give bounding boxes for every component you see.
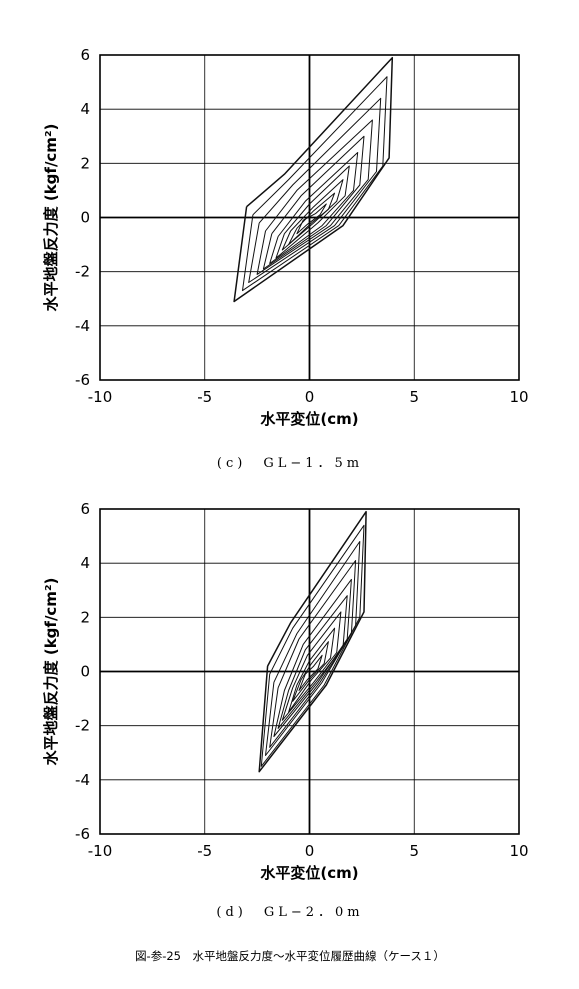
x-tick-label: -5 bbox=[197, 388, 212, 406]
chart-panel-c: 6 4 2 0 -2 -4 -6-10 -5 0 5 10 水平変位(cm) 水平地盤反力度 (kgf/… bbox=[42, 46, 529, 471]
hysteresis-loop-5 bbox=[269, 152, 359, 264]
x-axis-title: 水平変位(cm) bbox=[260, 410, 358, 428]
figure-caption: 図-参-25 水平地盤反力度～水平変位履歴曲線（ケース１） bbox=[135, 949, 445, 963]
hysteresis-loop-1 bbox=[296, 203, 327, 235]
hysteresis-loop-10 bbox=[258, 510, 367, 773]
x-tick-label: 10 bbox=[509, 388, 528, 406]
y-tick-label: -6 bbox=[75, 371, 90, 389]
hysteresis-loop-8 bbox=[248, 97, 382, 283]
hysteresis-loop-2 bbox=[292, 641, 329, 702]
hysteresis-loop-1 bbox=[298, 654, 323, 691]
y-tick-label: -6 bbox=[75, 825, 90, 843]
x-tick-label: 10 bbox=[509, 842, 528, 860]
hysteresis-loop-7 bbox=[256, 119, 373, 275]
y-tick-label: -4 bbox=[75, 771, 90, 789]
x-tick-label: -5 bbox=[197, 842, 212, 860]
y-tick-label: 2 bbox=[80, 608, 90, 626]
y-tick-label: 0 bbox=[80, 209, 90, 227]
x-tick-label: -10 bbox=[88, 388, 113, 406]
x-tick-label: 5 bbox=[409, 388, 419, 406]
y-tick-label: 0 bbox=[80, 663, 90, 681]
y-tick-label: -2 bbox=[75, 263, 90, 281]
y-tick-label: 6 bbox=[80, 500, 90, 518]
y-tick-label: 4 bbox=[80, 554, 90, 572]
y-axis-title: 水平地盤反力度 (kgf/cm²) bbox=[42, 124, 60, 312]
x-axis-title: 水平変位(cm) bbox=[260, 864, 358, 882]
panel-caption: (c) GL−1．5m bbox=[217, 456, 363, 471]
y-tick-label: 6 bbox=[80, 46, 90, 64]
x-tick-label: 0 bbox=[305, 842, 315, 860]
y-tick-label: -2 bbox=[75, 717, 90, 735]
y-tick-label: -4 bbox=[75, 317, 90, 335]
y-axis-title: 水平地盤反力度 (kgf/cm²) bbox=[42, 578, 60, 766]
hysteresis-loop-4 bbox=[275, 165, 350, 259]
chart-panel-d: 6 4 2 0 -2 -4 -6-10 -5 0 5 10 水平変位(cm) 水平地盤反力度 (kgf/… bbox=[42, 500, 529, 920]
y-tick-label: 4 bbox=[80, 100, 90, 118]
y-tick-label: 2 bbox=[80, 154, 90, 172]
hysteresis-loop-6 bbox=[262, 135, 365, 270]
x-tick-label: 5 bbox=[409, 842, 419, 860]
panel-caption: (d) GL−2．0m bbox=[216, 905, 363, 920]
hysteresis-loop-10 bbox=[233, 56, 394, 303]
hysteresis-loop-3 bbox=[281, 179, 344, 251]
x-tick-label: 0 bbox=[305, 388, 315, 406]
hysteresis-loop-4 bbox=[281, 611, 342, 721]
hysteresis-loop-9 bbox=[260, 524, 365, 767]
x-tick-label: -10 bbox=[88, 842, 113, 860]
